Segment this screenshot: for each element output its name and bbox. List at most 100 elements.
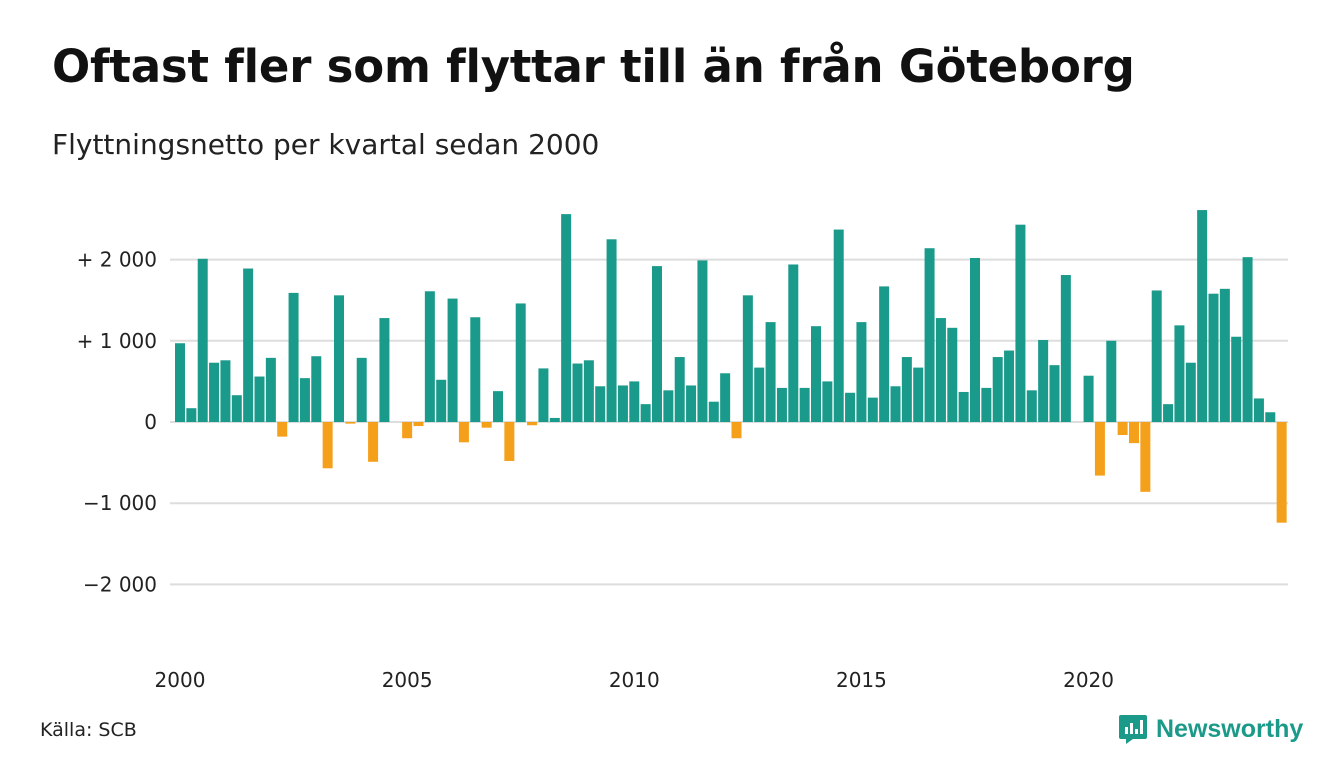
bar (686, 385, 697, 422)
y-tick-label: −2 000 (83, 572, 157, 596)
bar (504, 422, 515, 461)
bar (981, 387, 992, 422)
bar (1083, 375, 1094, 422)
bar (856, 322, 867, 422)
y-tick-label: −1 000 (83, 491, 157, 515)
bar (1253, 398, 1264, 422)
bar (379, 318, 390, 422)
bar (1265, 412, 1276, 422)
bar (1163, 404, 1174, 422)
bar (1151, 290, 1162, 422)
bar (731, 422, 742, 439)
x-tick-label: 2020 (1063, 668, 1114, 692)
x-tick-label: 2015 (836, 668, 887, 692)
bar (867, 397, 878, 422)
bar (788, 264, 799, 422)
brand-name: Newsworthy (1156, 714, 1304, 743)
chart-subtitle: Flyttningsnetto per kvartal sedan 2000 (52, 128, 600, 161)
bar (515, 303, 526, 422)
brand-logo[interactable]: Newsworthy (1118, 713, 1303, 745)
bar (1094, 422, 1105, 476)
bar (970, 257, 980, 422)
bar (1219, 288, 1230, 422)
bar (1026, 390, 1037, 422)
bar (1242, 257, 1253, 422)
bar (538, 368, 549, 422)
bar (424, 291, 435, 422)
x-tick-label: 2005 (382, 668, 433, 692)
bar (811, 326, 821, 422)
bar (890, 386, 901, 422)
bar (527, 422, 538, 426)
bar (299, 378, 310, 422)
bar (368, 422, 379, 462)
bar (799, 387, 810, 422)
bar (481, 422, 492, 428)
bar (209, 362, 220, 422)
bar (311, 356, 322, 422)
y-tick-label: 0 (144, 410, 157, 434)
bar (1106, 340, 1117, 422)
bar (765, 322, 776, 422)
bar (924, 248, 935, 422)
bar (402, 422, 413, 439)
bar (1129, 422, 1139, 444)
bar (833, 229, 844, 422)
bar (822, 381, 833, 422)
bar (754, 367, 765, 422)
bar (288, 292, 299, 422)
bar (583, 360, 594, 422)
bar (243, 268, 254, 422)
bar (697, 260, 708, 422)
bar (356, 357, 367, 422)
bar (265, 357, 276, 422)
bar (254, 376, 265, 422)
bar (879, 286, 890, 422)
chart-title: Oftast fler som flyttar till än från Göt… (52, 40, 1135, 93)
bar (1140, 422, 1151, 492)
bar (913, 367, 924, 422)
bar (617, 385, 628, 422)
x-tick-label: 2000 (155, 668, 206, 692)
bar (1185, 362, 1196, 422)
bar (674, 357, 685, 422)
x-axis-tick-labels: 2000 2005 2010 2015 2020 (155, 668, 1114, 692)
bar (1208, 293, 1219, 422)
bar (640, 404, 651, 422)
bar (186, 408, 197, 422)
bar (1004, 350, 1015, 422)
bar (345, 422, 356, 424)
bar (334, 295, 344, 422)
bar (663, 390, 674, 422)
source-label: Källa: SCB (40, 719, 137, 741)
bar (992, 357, 1003, 422)
bar (776, 387, 787, 422)
bar (413, 422, 424, 427)
y-axis-tick-labels: + 2 000 + 1 000 0 −1 000 −2 000 (77, 248, 157, 597)
bar (1049, 365, 1060, 422)
bar (958, 391, 969, 422)
y-tick-label: + 2 000 (77, 248, 157, 272)
newsworthy-logo-icon (1119, 715, 1147, 744)
bar (493, 391, 503, 422)
bar (845, 392, 856, 422)
bar (561, 214, 572, 422)
bar (175, 343, 185, 422)
bar (1015, 224, 1026, 422)
bar (935, 318, 946, 422)
bar (901, 357, 912, 422)
y-tick-label: + 1 000 (77, 329, 157, 353)
bar (1174, 325, 1185, 422)
x-tick-label: 2010 (609, 668, 660, 692)
bar (277, 422, 288, 437)
bar (1117, 422, 1128, 435)
bar (629, 381, 640, 422)
bar (708, 401, 719, 422)
bar (742, 295, 753, 422)
bar (458, 422, 469, 443)
bar (652, 266, 662, 422)
bar (1197, 210, 1208, 422)
bar (572, 363, 583, 422)
bar (197, 258, 208, 422)
bar (470, 317, 481, 422)
